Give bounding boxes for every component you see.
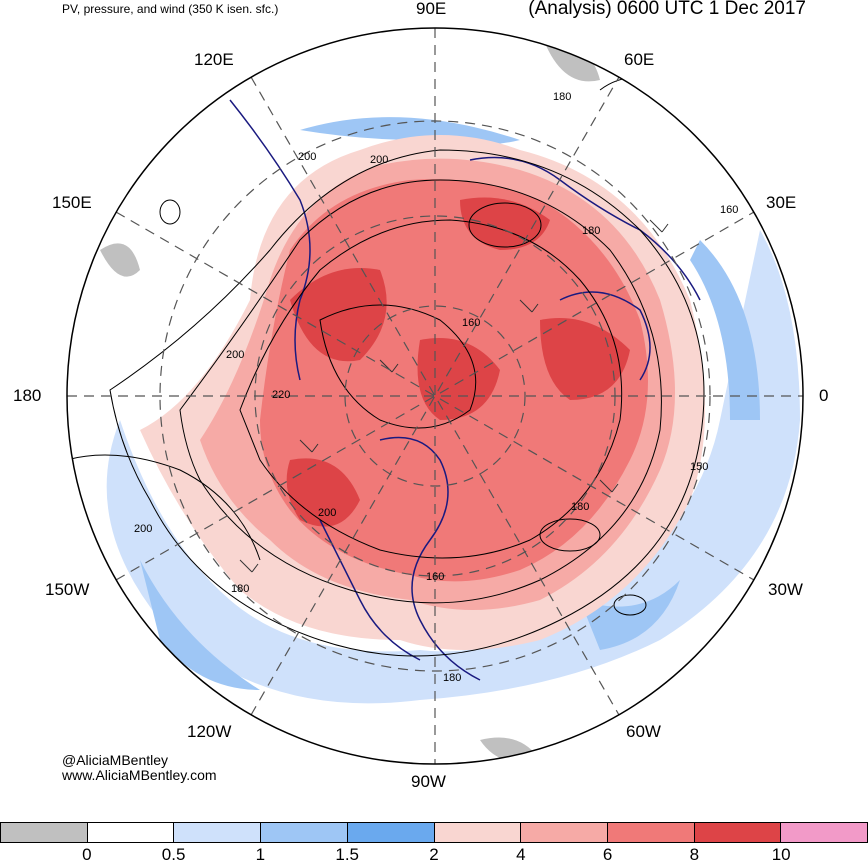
colorbar-tick-label: 1 (255, 845, 266, 864)
contour-label: 200 (134, 523, 152, 535)
colorbar-segment (521, 823, 608, 842)
map-title-left: PV, pressure, and wind (350 K isen. sfc.… (62, 2, 279, 16)
colorbar-tick-label: 0 (82, 845, 92, 864)
colorbar-segment (607, 823, 695, 842)
contour-label: 160 (462, 317, 480, 329)
credit-handle: @AliciaMBentley (62, 752, 169, 768)
lon-label-30e: 30E (766, 193, 797, 212)
contour-label: 180 (571, 501, 589, 513)
graticule (67, 28, 803, 764)
colorbar-tick-label: 0.5 (161, 845, 186, 864)
map-title-right: (Analysis) 0600 UTC 1 Dec 2017 (528, 0, 806, 19)
lon-label-180: 180 (13, 386, 42, 405)
credit-website: www.AliciaMBentley.com (62, 767, 217, 783)
colorbar-tick-label: 8 (689, 845, 700, 864)
colorbar-tick-label: 1.5 (335, 845, 360, 864)
contour-label: 160 (720, 204, 738, 216)
contour-label: 150 (690, 461, 708, 473)
lon-label-60e: 60E (624, 50, 655, 69)
colorbar-segment (347, 823, 435, 842)
colorbar-tick-label: 4 (516, 845, 526, 864)
colorbar-segment (261, 823, 348, 842)
colorbar-segment (1, 823, 88, 842)
contour-label: 180 (231, 583, 249, 595)
contour-label: 180 (582, 225, 600, 237)
lon-label-150w: 150W (45, 580, 90, 599)
lon-label-120w: 120W (187, 722, 232, 741)
lon-label-120e: 120E (194, 50, 234, 69)
lon-label-90e: 90E (416, 0, 447, 18)
lon-label-90w: 90W (411, 772, 446, 791)
lon-label-150e: 150E (52, 193, 92, 212)
contour-label: 200 (226, 349, 244, 361)
lon-label-30w: 30W (768, 580, 803, 599)
contour-label: 200 (298, 151, 316, 163)
colorbar-segment (174, 823, 262, 842)
map-boundary (66, 27, 804, 765)
contour-label: 160 (426, 571, 444, 583)
colorbar-tick-label: 10 (771, 845, 791, 864)
colorbar-segment (694, 823, 782, 842)
colorbar-tick-label: 6 (602, 845, 613, 864)
contour-label: 200 (370, 154, 388, 166)
contour-label: 180 (553, 91, 571, 103)
colorbar-segment (781, 823, 868, 842)
contour-label: 200 (318, 507, 336, 519)
contour-label: 220 (272, 389, 290, 401)
contour-label: 180 (443, 672, 461, 684)
colorbar-tick-label: 2 (429, 845, 439, 864)
colorbar (0, 822, 868, 843)
polar-map: 180 200 200 160 180 200 220 160 150 180 … (66, 27, 804, 765)
colorbar-segment (434, 823, 522, 842)
colorbar-segment (87, 823, 175, 842)
lon-label-60w: 60W (626, 722, 661, 741)
lon-label-0: 0 (819, 386, 829, 405)
